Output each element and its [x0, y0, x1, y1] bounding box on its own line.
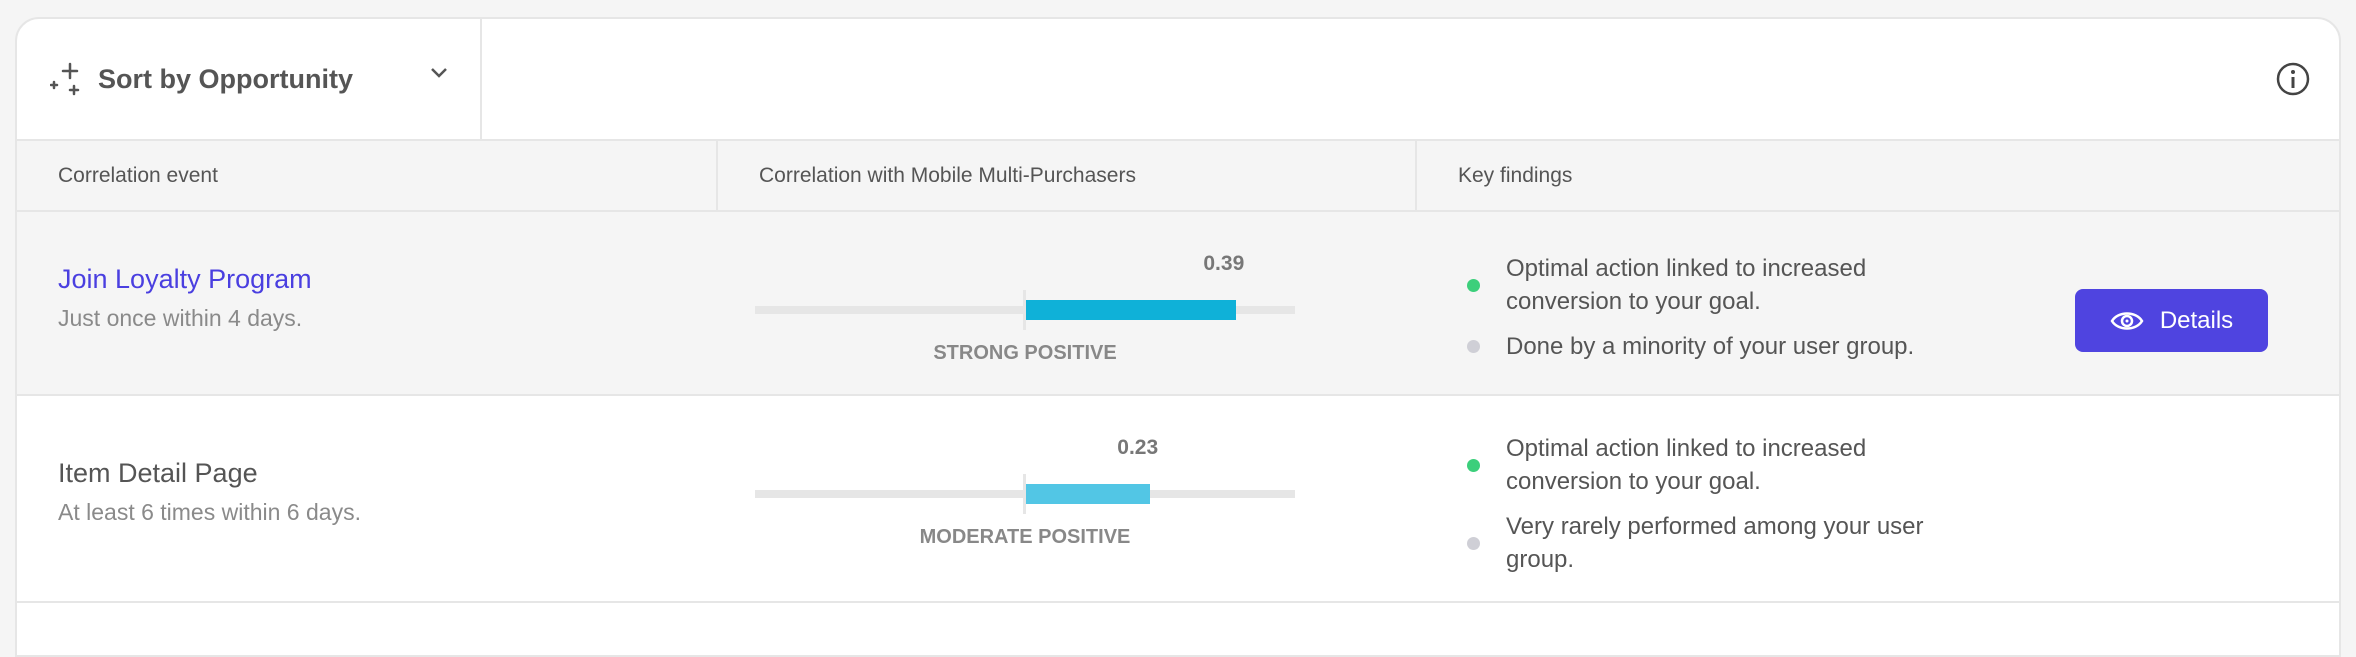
table-row: Join Loyalty Program Just once within 4 … — [17, 212, 2339, 396]
correlation-bar: 0.23 MODERATE POSITIVE — [755, 436, 1295, 548]
event-cell: Item Detail Page At least 6 times within… — [58, 458, 361, 526]
table-header: Correlation event Correlation with Mobil… — [17, 141, 2339, 212]
bar-value-label: 0.23 — [1117, 436, 1159, 459]
correlation-category: MODERATE POSITIVE — [919, 526, 1131, 548]
key-findings: Optimal action linked to increased conve… — [1467, 432, 1987, 588]
correlation-bar: 0.39 STRONG POSITIVE — [755, 252, 1295, 364]
status-dot-neutral — [1467, 340, 1480, 353]
bar-value-label: 0.39 — [1203, 252, 1245, 275]
finding-item: Done by a minority of your user group. — [1467, 330, 1987, 363]
column-header-correlation: Correlation with Mobile Multi-Purchasers — [716, 141, 1415, 210]
status-dot-positive — [1467, 278, 1480, 292]
finding-text: Optimal action linked to increased conve… — [1506, 435, 1867, 495]
sort-label: Sort by Opportunity — [98, 63, 353, 94]
sparkles-icon — [50, 62, 80, 96]
bar-zero-line — [1023, 290, 1026, 330]
correlation-card: Sort by Opportunity Correlation event Co… — [15, 17, 2341, 657]
column-header-event: Correlation event — [58, 164, 218, 187]
bar-fill — [1026, 484, 1150, 504]
toolbar: Sort by Opportunity — [17, 19, 2339, 141]
event-name: Item Detail Page — [58, 458, 258, 488]
column-header-findings: Key findings — [1415, 141, 1572, 210]
info-icon[interactable] — [2275, 61, 2311, 97]
bar-zero-line — [1023, 474, 1026, 514]
status-dot-neutral — [1467, 536, 1480, 550]
finding-item: Optimal action linked to increased conve… — [1467, 432, 1987, 498]
bar-track-right — [1026, 490, 1295, 498]
finding-text: Done by a minority of your user group. — [1506, 333, 1915, 360]
bar-track-left — [755, 306, 1023, 314]
details-label: Details — [2159, 306, 2234, 334]
event-name-link[interactable]: Join Loyalty Program — [58, 264, 312, 294]
event-cell: Join Loyalty Program Just once within 4 … — [58, 264, 312, 332]
finding-item: Optimal action linked to increased conve… — [1467, 252, 1987, 318]
finding-item: Very rarely performed among your user gr… — [1467, 510, 1987, 576]
key-findings: Optimal action linked to increased conve… — [1467, 252, 1987, 375]
finding-text: Very rarely performed among your user gr… — [1506, 513, 1924, 573]
sort-dropdown[interactable]: Sort by Opportunity — [17, 19, 482, 139]
correlation-category: STRONG POSITIVE — [933, 342, 1117, 364]
finding-text: Optimal action linked to increased conve… — [1506, 255, 1867, 315]
eye-icon — [2110, 311, 2144, 330]
event-detail: Just once within 4 days. — [58, 305, 303, 331]
chevron-down-icon — [431, 68, 447, 78]
table-row: Item Detail Page At least 6 times within… — [17, 396, 2339, 603]
details-button[interactable]: Details — [2075, 289, 2268, 352]
bar-track-left — [755, 490, 1023, 498]
status-dot-positive — [1467, 458, 1480, 472]
bar-fill — [1026, 300, 1236, 320]
event-detail: At least 6 times within 6 days. — [58, 499, 361, 525]
